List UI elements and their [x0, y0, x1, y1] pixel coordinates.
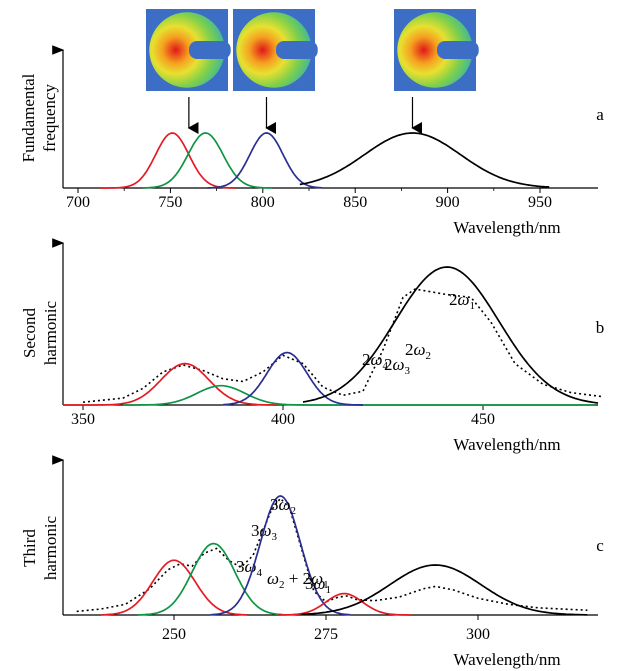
series-ω2 — [207, 132, 322, 189]
series-2ω4 — [63, 362, 283, 406]
x-tick-label: 350 — [71, 411, 95, 428]
series-ω1 — [299, 132, 550, 188]
y-axis-label: Fundamental — [19, 73, 38, 162]
series-2ω3 — [123, 384, 595, 406]
mode-inset-image — [146, 9, 231, 91]
y-axis-label: Second — [20, 307, 39, 358]
series-label: 3ω4 — [236, 557, 263, 579]
x-axis-label: Wavelength/nm — [453, 218, 560, 237]
mode-inset-image — [394, 9, 479, 91]
mode-inset-image — [233, 9, 318, 91]
series-label: ω2 + 2ω1 — [267, 569, 329, 591]
series-label: 3ω2 — [270, 495, 296, 517]
y-axis-label: harmonic — [41, 515, 60, 580]
y-axis-label: harmonic — [41, 300, 60, 365]
panel-letter-c: c — [596, 536, 604, 555]
x-tick-label: 450 — [471, 411, 495, 428]
panel-letter-b: b — [596, 318, 605, 337]
series-3ω2 — [210, 495, 351, 616]
x-tick-label: 275 — [314, 626, 338, 643]
x-tick-label: 800 — [251, 194, 275, 211]
x-tick-label: 400 — [271, 411, 295, 428]
y-axis-label: frequency — [40, 84, 59, 152]
x-tick-label: 700 — [66, 194, 90, 211]
series-ω22ω1 — [277, 592, 412, 616]
series-2ω1 — [302, 266, 599, 404]
x-axis-label: Wavelength/nm — [453, 650, 560, 669]
x-tick-label: 750 — [158, 194, 182, 211]
panel-c: Third harmonic 250 275 300 Wavelength/nm 3ω4 3ω… — [20, 455, 598, 669]
series-ω3 — [142, 132, 273, 189]
series-label: 2ω3 — [384, 355, 411, 377]
measured-spectrum-dotted — [76, 497, 588, 613]
x-tick-label: 850 — [343, 194, 367, 211]
x-tick-label: 950 — [528, 194, 552, 211]
x-axis-label: Wavelength/nm — [453, 435, 560, 454]
y-axis-label: Third — [20, 529, 39, 567]
series-3ω3 — [137, 542, 284, 616]
series-3ω4 — [101, 559, 247, 616]
series-label: 3ω3 — [251, 521, 278, 543]
series-ω4 — [100, 132, 236, 189]
series-label: 2ω1 — [449, 290, 475, 312]
series-label: 2ω2 — [405, 340, 431, 362]
measured-spectrum-dotted — [82, 288, 604, 403]
x-tick-label: 900 — [436, 194, 460, 211]
panel-a: Fundamental frequency 700 750 800 850 900 950 Wa… — [19, 9, 598, 237]
panel-letter-a: a — [596, 105, 604, 124]
series-3ω1 — [301, 564, 588, 616]
series-2ω2 — [222, 351, 363, 406]
x-tick-label: 300 — [466, 626, 490, 643]
series-label: 3ω1 — [305, 574, 331, 596]
x-tick-label: 250 — [162, 626, 186, 643]
